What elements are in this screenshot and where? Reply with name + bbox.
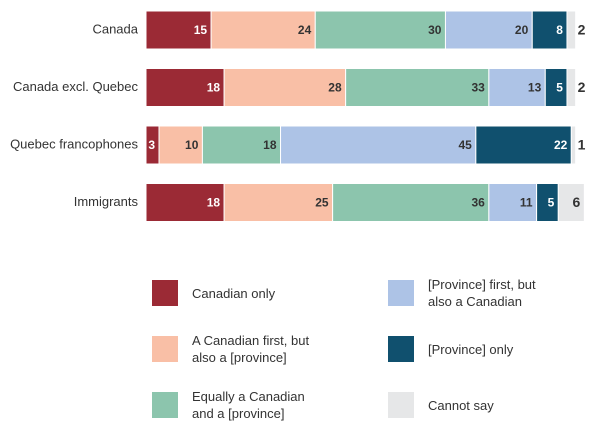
legend-swatch <box>152 392 178 418</box>
value-label: 24 <box>298 23 312 37</box>
bar-segment <box>201 125 282 165</box>
legend-item: [Province] only <box>388 334 513 364</box>
value-label: 18 <box>263 138 277 152</box>
category-label: Canada <box>92 21 138 36</box>
legend-swatch <box>388 392 414 418</box>
value-label: 18 <box>207 196 221 210</box>
bar-segment <box>570 125 577 165</box>
legend-label: [Province] only <box>428 341 514 357</box>
value-label: 36 <box>472 196 486 210</box>
bar-segment <box>444 10 533 50</box>
bar-segment <box>345 68 490 107</box>
value-label: 11 <box>520 196 533 210</box>
value-label: 3 <box>148 138 155 152</box>
value-label: 25 <box>315 196 329 210</box>
value-label: 18 <box>207 81 221 95</box>
legend-item: Cannot say <box>388 390 494 420</box>
legend-swatch <box>152 280 178 306</box>
category-label: Immigrants <box>74 194 139 209</box>
value-label: 1 <box>578 137 586 153</box>
value-label: 13 <box>528 81 542 95</box>
value-label: 22 <box>554 138 568 152</box>
category-label: Quebec francophones <box>10 136 138 151</box>
legend-item: Equally a Canadian and a [province] <box>152 389 305 421</box>
bar-segment <box>158 125 203 165</box>
bar-segment <box>475 125 572 165</box>
legend-label: A Canadian first, but also a [province] <box>192 333 310 365</box>
legend-label: Equally a Canadian and a [province] <box>192 389 305 421</box>
value-label: 33 <box>472 81 486 95</box>
bar-segment <box>566 68 577 107</box>
bar-segment <box>332 183 490 222</box>
bar-segment <box>314 10 446 50</box>
value-label: 5 <box>556 81 563 95</box>
value-label: 45 <box>458 138 472 152</box>
legend-label: Canadian only <box>192 285 276 301</box>
bar-segment <box>145 68 225 107</box>
value-label: 5 <box>548 196 555 210</box>
value-label: 28 <box>328 81 342 95</box>
legend-item: A Canadian first, but also a [province] <box>152 333 310 365</box>
legend-item: Canadian only <box>152 278 275 308</box>
value-label: 2 <box>578 79 586 95</box>
value-label: 2 <box>578 22 586 38</box>
bar-segment <box>488 183 538 222</box>
bar-segment <box>145 10 212 50</box>
bar-segment <box>223 183 334 222</box>
value-label: 20 <box>515 23 529 37</box>
value-label: 10 <box>185 138 199 152</box>
category-label: Canada excl. Quebec <box>13 79 139 94</box>
bar-segment <box>488 68 546 107</box>
legend-swatch <box>388 336 414 362</box>
legend-label: [Province] first, but also a Canadian <box>428 277 536 309</box>
value-label: 15 <box>194 23 208 37</box>
bar-segment <box>210 10 316 50</box>
bar-segment <box>280 125 477 165</box>
value-label: 30 <box>428 23 442 37</box>
legend-label: Cannot say <box>428 397 494 413</box>
legend-swatch <box>388 280 414 306</box>
legend-swatch <box>152 336 178 362</box>
value-label: 8 <box>556 23 563 37</box>
legend-item: [Province] first, but also a Canadian <box>388 277 536 309</box>
bar-segment <box>566 10 577 50</box>
bar-segment <box>223 68 347 107</box>
bar-segment <box>557 183 585 222</box>
bar-segment <box>145 183 225 222</box>
value-label: 6 <box>573 194 581 210</box>
